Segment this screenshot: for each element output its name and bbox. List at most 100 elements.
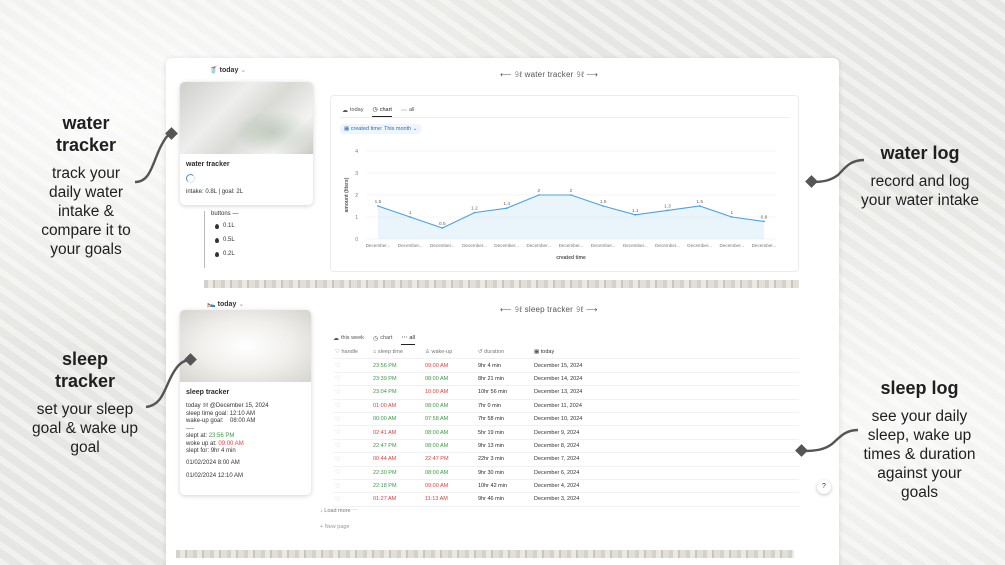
duration-cell: 9hr 4 min [478,362,501,369]
tab-this-week[interactable]: ☁ this week [333,334,364,345]
table-row[interactable]: ♡ 02:41 AM 08:00 AM 5hr 19 min December 9, 2… [333,426,799,440]
data-point [441,227,444,229]
column-header-today[interactable]: ▦ today [534,349,654,355]
data-label: 1.5 [696,199,703,205]
heart-icon: ♡ [335,403,341,410]
table-row[interactable]: ♡ 00:44 AM 22:47 PM 22hr 3 min December 7, 2… [333,453,799,467]
annotation-desc-line: your goals [50,241,122,258]
water-section-title: ⟵ 𝟿ℓ water tracker 𝟿ℓ ⟶ [500,70,599,79]
x-tick-label: December... [719,243,744,248]
table-row[interactable]: ♡ 01:27 AM 11:13 AM 9hr 46 min December 3, 2… [333,493,799,507]
add-water-button[interactable]: 0.2L [215,251,238,257]
area-fill [378,195,764,239]
tab-chart[interactable]: ◷ chart [372,106,392,117]
buttons-header: buttons — [211,211,239,217]
sleep-log-table: ♡ handle ⌂ sleep time ♙ wake-up ↺ durati… [333,346,799,507]
help-button[interactable]: ? [817,480,831,494]
filter-label: created time: This month [350,126,412,132]
data-label: 2 [570,188,573,194]
sleep-icon: 🛌 [207,301,216,308]
column-header-handle[interactable]: ♡ handle [333,349,373,355]
table-row[interactable]: ♡ 22:18 PM 09:00 AM 10hr 42 min December 4, … [333,480,799,494]
water-tracker-card[interactable]: water tracker intake: 0.8L | goal: 2L [180,82,313,205]
heart-icon: ♡ [335,416,341,423]
tab-label: chart [380,335,393,341]
table-row[interactable]: ♡ 22:47 PM 08:00 AM 9hr 13 min December 8, 2… [333,440,799,454]
data-label: 0.5 [439,221,446,227]
sparkle-icon: ? [822,483,826,490]
new-page-button[interactable]: + New page [320,524,350,530]
data-label: 0.8 [761,214,768,220]
duration-cell: 10hr 56 min [478,389,508,396]
sleep-today-toggle[interactable]: 🛌 today ⌄ [207,300,244,308]
slept-for-label: slept for: [186,448,210,454]
date-line: 01/02/2024 8:00 AM [186,459,240,466]
table-row[interactable]: ♡ 22:30 PM 08:00 AM 9hr 30 min December 6, 2… [333,467,799,480]
slept-at-value: 23:56 PM [208,433,235,439]
wake-up-cell: 09:00 AM [425,362,449,369]
cloud-icon: ☁ [333,335,339,342]
button-label: 0.2L [223,251,235,257]
sleep-time-cell: 00:00 AM [373,416,397,423]
table-row[interactable]: ♡ 23:56 PM 09:00 AM 9hr 4 min December 15, 2… [333,359,799,373]
column-header-duration[interactable]: ↺ duration [478,349,534,355]
x-tick-label: December... [655,243,680,248]
sleep-tracker-card[interactable]: sleep tracker today 𝟿ℓ @December 15, 202… [180,310,311,495]
data-point [666,209,669,212]
data-point [634,213,637,216]
tab-chart[interactable]: ◷ chart [373,334,392,345]
data-point [570,194,572,196]
x-axis-label: created time [556,255,586,261]
annotation-title: water [62,113,110,133]
annotation-title: water log [880,143,960,163]
annotation-desc-line: intake & [57,203,114,220]
y-tick-label: 0 [355,237,358,243]
slept-at-line: slept at: 23:56 PM [186,433,305,441]
x-tick-label: December... [526,243,551,248]
table-row[interactable]: ♡ 00:00 AM 07:58 AM 7hr 58 min December 10, … [333,413,799,427]
annotation-desc-line: against your [877,465,962,482]
duration-cell: 9hr 46 min [478,496,504,503]
column-label: wake-up [431,349,453,356]
load-more-button[interactable]: ↓ Load more ⋯ [320,508,358,514]
data-label: 1.2 [471,206,478,212]
tab-all[interactable]: ⋯ all [401,106,415,117]
annotation-desc-line: set your sleep [36,401,134,418]
column-label: today [540,349,555,356]
data-label: 1.5 [600,199,607,205]
table-row[interactable]: ♡ 23:39 PM 08:00 AM 8hr 21 min December 14, … [333,373,799,387]
water-tracker-annotation: water tracker track your daily water int… [30,112,142,259]
tab-label: today [350,107,364,113]
tab-label: chart [379,106,392,113]
duration-cell: 8hr 21 min [478,375,504,382]
slept-for-line: slept for: 9hr 4 min [186,448,305,456]
wake-up-cell: 22:47 PM [425,456,449,463]
date-cell: December 3, 2024 [534,496,580,503]
annotation-title: tracker [54,371,116,391]
tab-label: this week [341,335,364,341]
created-time-filter[interactable]: ▦ created time: This month ⌄ [340,124,422,134]
divider-line: ---- [186,425,194,432]
column-header-wake-up[interactable]: ♙ wake-up [425,349,478,355]
date-cell: December 13, 2024 [534,389,583,396]
water-today-toggle[interactable]: 🥤 today ⌄ [209,66,246,74]
duration-cell: 9hr 30 min [478,469,504,476]
date-cell: December 6, 2024 [534,469,580,476]
lace-divider-image [176,550,794,558]
table-row[interactable]: ♡ 01:00 AM 08:00 AM 7hr 0 min December 11, 2… [333,400,799,413]
heart-icon: ♡ [335,430,341,437]
column-header-sleep-time[interactable]: ⌂ sleep time [373,349,425,355]
x-tick-label: December... [366,243,391,248]
sleep-tracker-annotation: sleep tracker set your sleep goal & wake… [25,348,145,457]
data-point [409,216,412,218]
tab-all[interactable]: ⋯ all [401,334,415,345]
heart-icon: ♡ [335,363,341,370]
tab-today[interactable]: ☁ today [342,106,363,117]
add-water-button[interactable]: 0.1L [215,223,238,229]
sleep-time-cell: 02:41 AM [373,429,397,436]
add-water-button[interactable]: 0.5L [215,237,238,243]
history-icon: ↺ [478,349,485,356]
data-point [537,194,540,196]
date-cell: December 10, 2024 [534,416,583,423]
table-row[interactable]: ♡ 23:04 PM 10:00 AM 10hr 56 min December 13,… [333,386,799,400]
